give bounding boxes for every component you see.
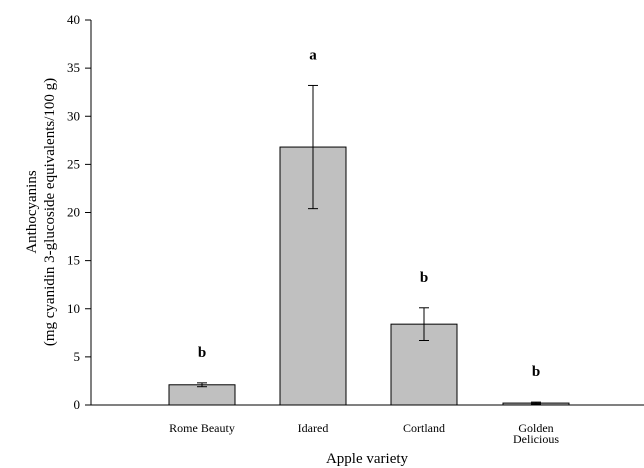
y-tick-label: 0 [74,397,81,412]
significance-letter: b [198,345,206,361]
y-axis-title-line: Anthocyanins [24,170,40,253]
bar-rome-beauty [168,384,236,406]
error-bars [197,84,541,405]
bars [168,146,570,406]
error-bar [197,382,207,388]
y-tick-label: 35 [67,60,80,75]
y-tick-label: 20 [67,205,80,220]
significance-letter: b [420,270,428,286]
y-tick-label: 10 [67,301,80,316]
y-tick-label: 40 [67,12,80,27]
x-category-label: Rome Beauty [169,421,235,435]
error-bar [419,307,429,342]
significance-letter: b [532,364,540,380]
error-bar [308,84,318,210]
x-category-label: Golden [518,421,553,435]
x-category-label: Delicious [513,432,559,446]
x-category-label: Cortland [403,421,445,435]
x-axis-title: Apple variety [326,451,409,467]
significance-letter: a [309,47,317,63]
error-bar [531,401,541,405]
y-tick-label: 15 [67,253,80,268]
significance-labels: b a b b [198,47,540,380]
y-tick-label: 5 [74,349,81,364]
x-category-label: Idared [298,421,329,435]
y-axis-title-line: (mg cyanidin 3-glucoside equivalents/100… [42,78,58,346]
y-axis-ticks: 0 5 10 15 20 25 30 35 40 [67,12,91,412]
y-axis-title: Anthocyanins (mg cyanidin 3-glucoside equ… [24,78,58,346]
y-tick-label: 30 [67,108,80,123]
y-tick-label: 25 [67,156,80,171]
